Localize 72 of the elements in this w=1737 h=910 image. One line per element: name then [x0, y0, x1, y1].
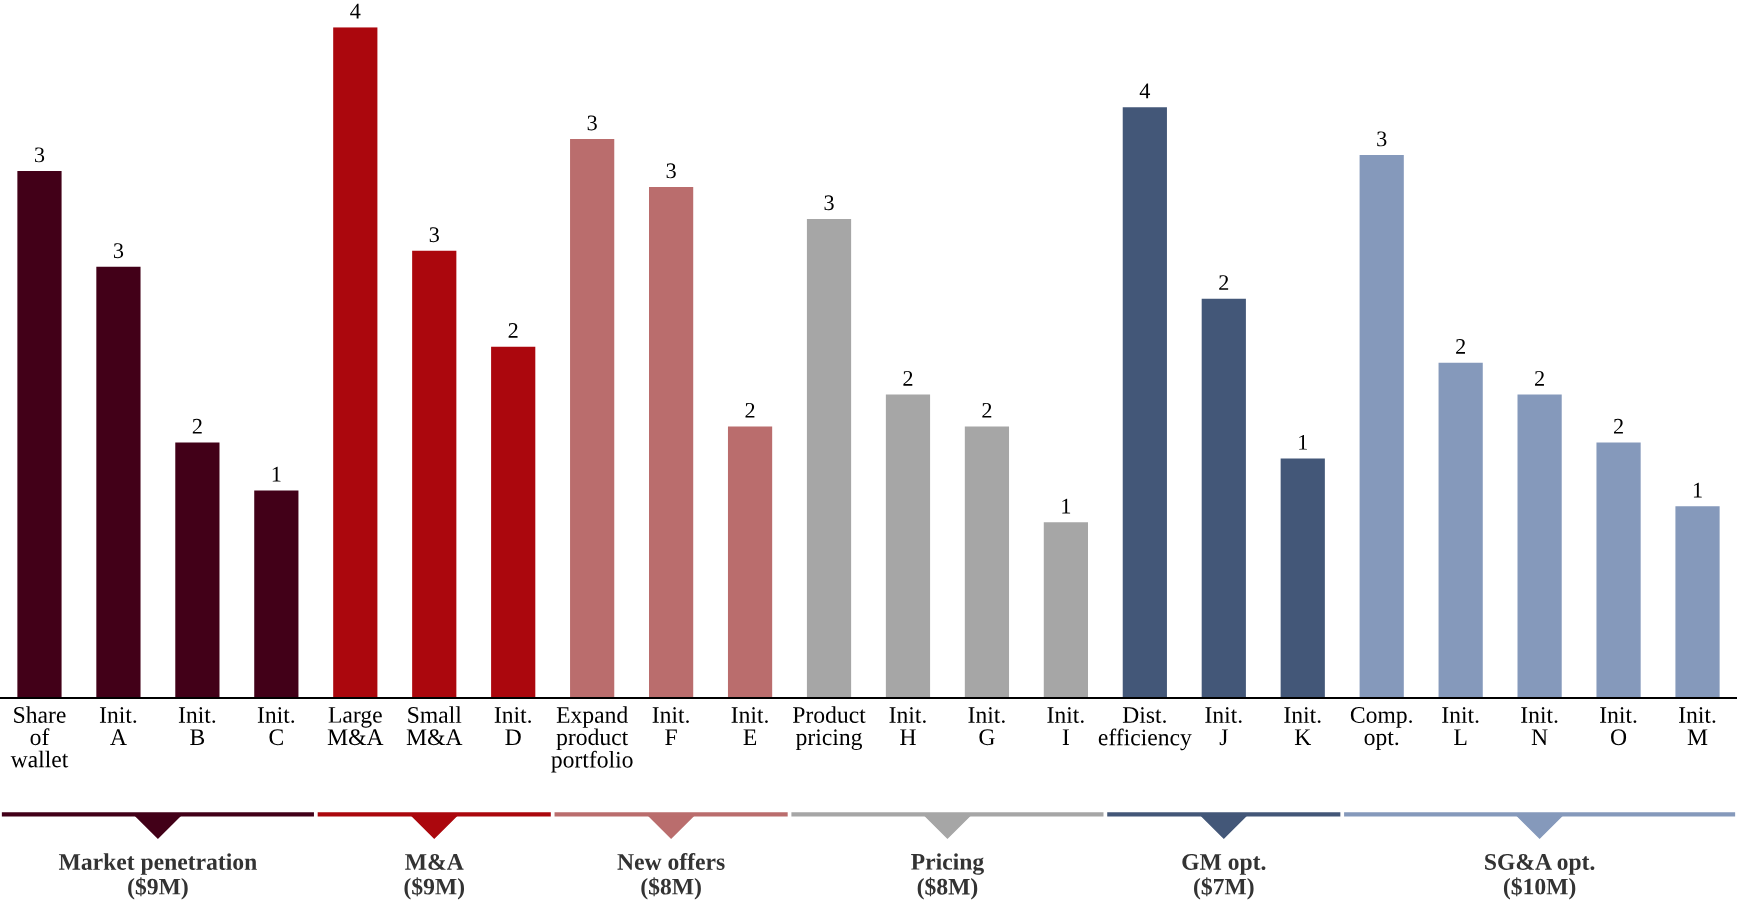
x-tick-label: Init. E — [731, 707, 768, 745]
data-label: 1 — [1693, 482, 1702, 498]
bar — [570, 139, 615, 698]
bar — [491, 346, 536, 698]
bar — [1359, 155, 1404, 698]
data-label: 1 — [1299, 434, 1307, 450]
data-label: 2 — [508, 323, 518, 338]
text: SG&A opt. ($10M) — [1485, 853, 1595, 900]
data-label: 2 — [1219, 275, 1229, 290]
x-tick-label: Init. L — [1442, 707, 1479, 745]
bar — [1122, 107, 1167, 698]
x-tick-label: Init. A — [99, 707, 137, 745]
x-tick-label: Init. K — [1284, 707, 1321, 745]
x-tick-label: Init. C — [257, 707, 295, 746]
x-tick-label: Init. O — [1600, 707, 1637, 746]
bar — [1043, 522, 1088, 698]
x-tick-label: Large M&A — [327, 707, 384, 746]
x-tick-label: Comp. opt. — [1350, 707, 1412, 750]
x-tick-label: Init. G — [968, 707, 1005, 746]
data-label: 3 — [34, 147, 45, 163]
bar — [1280, 458, 1325, 698]
data-label: 2 — [1456, 339, 1465, 354]
bar — [885, 394, 931, 698]
x-tick-label: Small M&A — [406, 706, 463, 746]
text: Pricing ($8M) — [911, 853, 984, 900]
bar — [727, 426, 773, 698]
data-label: 2 — [745, 402, 755, 418]
data-label: 3 — [824, 195, 834, 211]
bar — [17, 171, 62, 698]
x-tick-label: Expand product portfolio — [551, 706, 633, 773]
x-tick-label: Init. D — [494, 707, 531, 745]
bar — [1675, 506, 1720, 698]
x-tick-label: Init. H — [889, 707, 926, 745]
data-label: 1 — [1062, 498, 1071, 514]
data-label: 3 — [429, 227, 439, 243]
data-label: 4 — [350, 3, 361, 19]
data-label: 2 — [1613, 418, 1623, 434]
data-label: 2 — [192, 418, 202, 434]
text: Market penetration ($9M) — [58, 853, 257, 900]
x-tick-label: Dist. efficiency — [1098, 707, 1192, 751]
x-tick-label: Init. M — [1679, 707, 1716, 745]
data-label: 3 — [587, 115, 597, 131]
data-label: 4 — [1139, 83, 1151, 99]
bar — [175, 442, 220, 698]
data-label: 3 — [1377, 131, 1387, 147]
text: GM opt. ($7M) — [1182, 854, 1266, 900]
data-label: 2 — [903, 370, 913, 386]
x-tick-label: Init. N — [1521, 707, 1558, 745]
data-label: 3 — [666, 163, 676, 179]
text: M&A ($9M) — [404, 853, 465, 900]
bar — [333, 27, 378, 698]
bar — [1438, 362, 1483, 698]
bar — [254, 490, 299, 698]
x-tick-label: Init. F — [652, 707, 689, 745]
bar — [964, 426, 1010, 698]
text: New offers ($8M) — [617, 853, 725, 900]
x-tick-label: Share of wallet — [10, 706, 69, 768]
x-tick-label: Init. J — [1205, 707, 1242, 746]
data-label: 2 — [982, 402, 992, 418]
bar — [1517, 394, 1562, 698]
data-label: 1 — [272, 466, 281, 482]
x-tick-label: Init. I — [1047, 707, 1084, 745]
bar — [649, 186, 694, 698]
x-tick-label: Product pricing — [792, 706, 866, 751]
bar — [1596, 442, 1641, 698]
bar — [1201, 298, 1246, 698]
x-tick-label: Init. B — [178, 707, 216, 745]
bar — [96, 266, 141, 698]
bar — [412, 250, 457, 698]
data-label: 2 — [1535, 370, 1544, 386]
bar — [806, 218, 852, 698]
data-label: 3 — [113, 243, 124, 259]
